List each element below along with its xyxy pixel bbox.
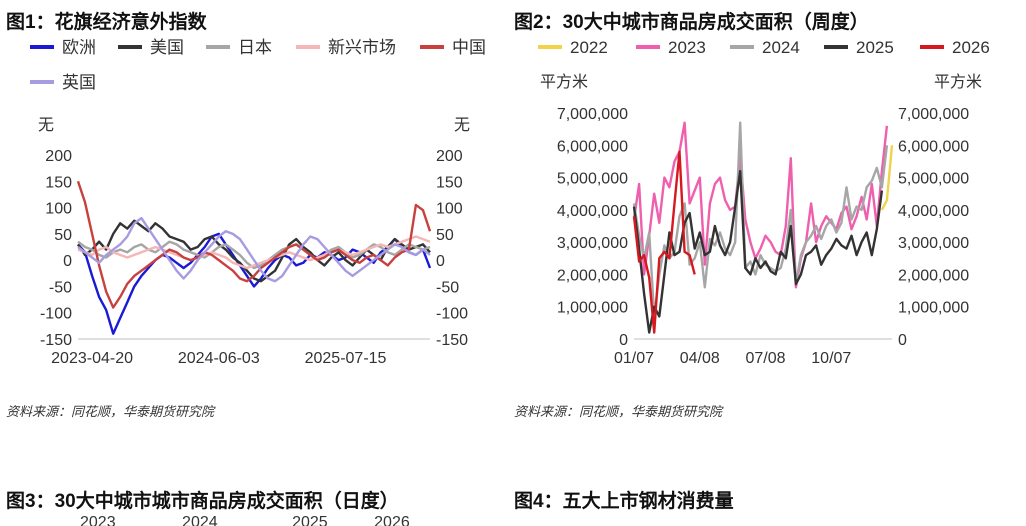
fig1-y-tick-right: -50 — [436, 279, 459, 296]
figure-3: 图3：30大中城市城市商品房成交面积（日度） 2023 2024 2025 20… — [0, 470, 500, 526]
fig1-series-英国 — [77, 216, 431, 283]
figure-3-legend-item: 2024 — [182, 514, 218, 526]
fig2-y-tick-left: 5,000,000 — [557, 171, 628, 188]
figure-1-source: 资料来源：同花顺，华泰期货研究院 — [6, 404, 215, 419]
figure-3-legend: 2023 2024 2025 2026 — [80, 514, 410, 526]
fig1-y-tick-left: 100 — [45, 201, 72, 218]
fig2-y-tick-right: 6,000,000 — [898, 138, 969, 155]
fig2-legend-label: 2022 — [570, 38, 608, 57]
fig2-series-2025 — [632, 169, 884, 334]
fig2-x-tick: 01/07 — [614, 350, 654, 367]
figure-3-legend-item: 2026 — [374, 514, 410, 526]
fig1-y-tick-left: 200 — [45, 148, 72, 165]
fig1-y-tick-left: -50 — [49, 279, 72, 296]
fig1-y-tick-right: 50 — [436, 227, 454, 244]
fig1-y-tick-left: -150 — [40, 332, 72, 349]
fig2-y-tick-right: 3,000,000 — [898, 235, 969, 252]
fig1-x-tick: 2024-06-03 — [178, 350, 260, 367]
fig1-series-中国 — [76, 180, 432, 309]
fig1-y-tick-right: 100 — [436, 201, 463, 218]
fig2-y-tick-left: 7,000,000 — [557, 106, 628, 123]
figure-2-title: 图2：30大中城市商品房成交面积（周度） — [514, 12, 869, 33]
fig2-left-unit: 平方米 — [540, 73, 588, 91]
fig2-y-tick-left: 4,000,000 — [557, 203, 628, 220]
figure-1-title: 图1：花旗经济意外指数 — [6, 12, 207, 33]
fig1-legend-label: 英国 — [62, 73, 96, 92]
fig2-legend-label: 2025 — [856, 38, 894, 57]
fig1-legend-label: 美国 — [150, 38, 184, 57]
figure-4-title: 图4：五大上市钢材消费量 — [514, 491, 734, 512]
fig1-y-tick-right: -150 — [436, 332, 468, 349]
fig1-legend-label: 中国 — [452, 38, 486, 57]
fig2-y-tick-right: 4,000,000 — [898, 203, 969, 220]
fig1-legend-label: 欧洲 — [62, 38, 96, 57]
figure-3-legend-item: 2025 — [292, 514, 328, 526]
fig1-x-tick: 2023-04-20 — [51, 350, 133, 367]
figure-2-chart: 2022 2023 2024 2025 2026 平方米 平方米 0 0 1,000,000 1,0… — [538, 38, 990, 367]
fig2-series-2024 — [632, 121, 889, 318]
fig2-right-unit: 平方米 — [934, 73, 982, 91]
figure-2: 图2：30大中城市商品房成交面积（周度） 2022 2023 2024 2025 202… — [508, 0, 1026, 420]
figure-4: 图4：五大上市钢材消费量 — [508, 470, 1026, 526]
fig2-y-tick-left: 2,000,000 — [557, 267, 628, 284]
fig2-x-tick: 10/07 — [811, 350, 851, 367]
fig2-series-2022 — [880, 145, 894, 211]
fig2-y-tick-right: 2,000,000 — [898, 267, 969, 284]
fig2-y-tick-left: 0 — [619, 332, 628, 349]
fig1-y-tick-right: 0 — [436, 253, 445, 270]
fig1-x-tick: 2025-07-15 — [305, 350, 387, 367]
fig1-legend-label: 新兴市场 — [328, 38, 396, 57]
fig1-y-tick-left: 150 — [45, 174, 72, 191]
fig1-y-tick-left: -100 — [40, 306, 72, 323]
fig2-y-tick-right: 5,000,000 — [898, 171, 969, 188]
fig2-y-tick-right: 7,000,000 — [898, 106, 969, 123]
figure-2-source: 资料来源：同花顺，华泰期货研究院 — [514, 404, 723, 419]
fig2-y-tick-left: 3,000,000 — [557, 235, 628, 252]
fig2-y-tick-right: 1,000,000 — [898, 300, 969, 317]
fig1-y-tick-right: 200 — [436, 148, 463, 165]
fig1-y-tick-right: 150 — [436, 174, 463, 191]
fig2-legend-label: 2026 — [952, 38, 990, 57]
fig2-y-tick-left: 6,000,000 — [557, 138, 628, 155]
figure-1: 图1：花旗经济意外指数 欧洲 美国 日本 新兴市场 中国英国无 无 -150 -150 -100… — [0, 0, 500, 420]
fig1-legend-label: 日本 — [238, 38, 272, 57]
fig2-series-2023 — [632, 121, 889, 289]
fig1-y-tick-left: 0 — [63, 253, 72, 270]
fig2-legend-label: 2023 — [668, 38, 706, 57]
fig1-y-tick-left: 50 — [54, 227, 72, 244]
fig1-y-tick-right: -100 — [436, 306, 468, 323]
fig2-y-tick-right: 0 — [898, 332, 907, 349]
fig1-right-unit: 无 — [454, 117, 470, 134]
figure-3-title: 图3：30大中城市城市商品房成交面积（日度） — [6, 491, 399, 512]
fig1-series-日本 — [77, 240, 431, 270]
figure-3-legend-item: 2023 — [80, 514, 116, 526]
fig2-x-tick: 04/08 — [680, 350, 720, 367]
fig1-series-新兴市场 — [77, 235, 431, 270]
fig2-series-2026 — [632, 150, 696, 334]
fig2-legend-label: 2024 — [762, 38, 800, 57]
fig1-left-unit: 无 — [38, 117, 54, 134]
fig2-y-tick-left: 1,000,000 — [557, 300, 628, 317]
fig2-x-tick: 07/08 — [746, 350, 786, 367]
